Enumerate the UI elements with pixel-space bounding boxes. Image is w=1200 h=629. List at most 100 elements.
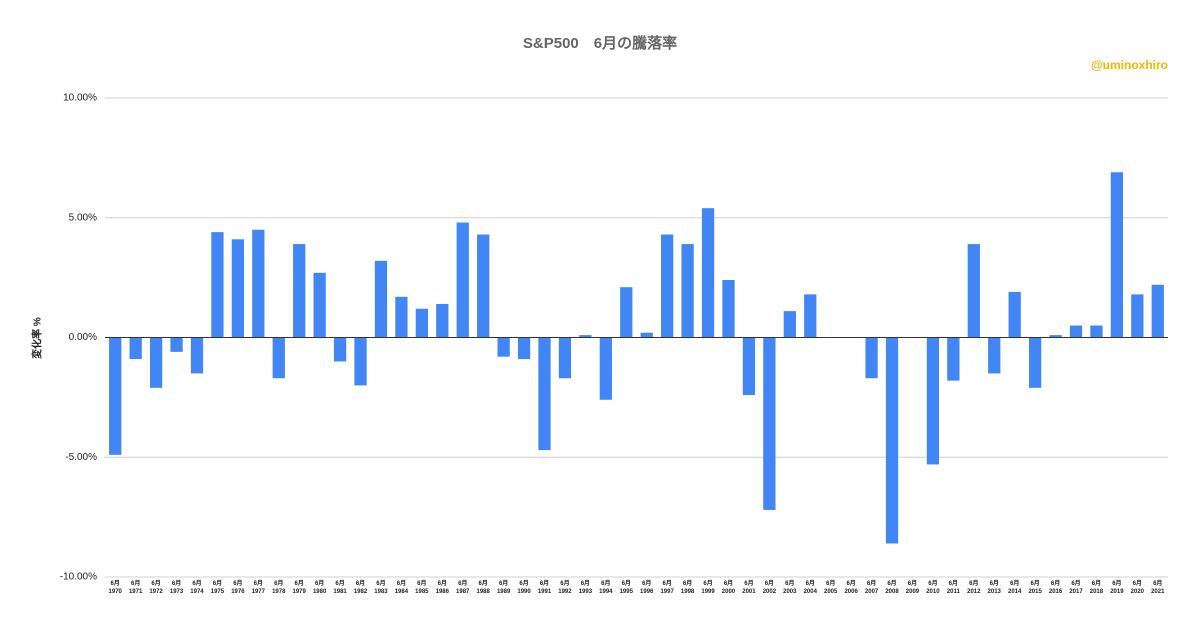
x-tick-label: 6月 1988: [476, 581, 490, 595]
x-tick-label: 6月 1989: [496, 581, 511, 595]
bar: [456, 222, 469, 338]
x-tick-label: 6月 2005: [824, 581, 838, 595]
bar: [517, 337, 531, 360]
x-tick-label: 6月 1987: [456, 581, 470, 595]
x-tick-label: 6月 1971: [128, 581, 143, 595]
bar: [640, 332, 653, 338]
bar: [333, 337, 347, 362]
bar: [497, 337, 510, 357]
x-tick-label: 6月 2016: [1048, 581, 1063, 595]
x-tick-label: 6月 1986: [435, 581, 449, 595]
x-tick-label: 6月 2020: [1130, 581, 1144, 595]
x-tick-label: 6月 2014: [1007, 581, 1022, 595]
x-tick-label: 6月 1990: [517, 581, 531, 595]
bar: [395, 296, 408, 338]
bar: [947, 337, 960, 381]
bar: [1028, 337, 1042, 388]
bar: [865, 337, 878, 379]
x-tick-label: 6月 2008: [885, 581, 899, 595]
x-tick-label: 6月 2015: [1028, 581, 1042, 595]
x-tick-label: 6月 2002: [762, 581, 777, 595]
bar: [967, 244, 980, 338]
x-tick-label: 6月 1997: [660, 581, 674, 595]
x-tick-label: 6月 1998: [680, 581, 695, 595]
bar: [538, 337, 551, 451]
bar: [579, 335, 592, 338]
x-tick-label: 6月 1979: [292, 581, 306, 595]
x-tick-label: 6月 2010: [926, 581, 940, 595]
x-tick-label: 6月 2018: [1089, 581, 1104, 595]
x-tick-label: 6月 2004: [803, 581, 817, 595]
x-tick-label: 6月 1985: [415, 581, 429, 595]
bar: [1008, 291, 1021, 338]
x-tick-label: 6月 1972: [149, 581, 163, 595]
x-tick-label: 6月 2013: [987, 581, 1001, 595]
bar: [1069, 325, 1083, 338]
chart-title: S&P500 6月の騰落率: [523, 34, 677, 52]
y-tick-label: 0.00%: [69, 332, 97, 343]
x-tick-label: 6月 1994: [599, 581, 613, 595]
x-tick-label: 6月 1981: [333, 581, 347, 595]
x-tick-label: 6月 1974: [190, 581, 204, 595]
y-tick-label: -10.00%: [60, 572, 97, 583]
x-tick-label: 6月 1999: [701, 581, 715, 595]
bar: [313, 272, 326, 338]
bar: [1131, 294, 1144, 338]
bar: [252, 229, 265, 338]
bar: [374, 260, 388, 338]
y-axis-title: 変化率 %: [31, 317, 44, 359]
x-tick-label: 6月 2017: [1069, 581, 1083, 595]
x-tick-label: 6月 1984: [394, 581, 409, 595]
bar: [436, 303, 449, 338]
x-tick-label: 6月 1975: [210, 581, 225, 595]
x-tick-label: 6月 1991: [537, 581, 552, 595]
bar: [231, 239, 245, 338]
bar: [885, 337, 899, 544]
bar: [1049, 335, 1062, 338]
x-tick-label: 6月 1976: [231, 581, 245, 595]
bar: [1090, 325, 1103, 338]
bar: [170, 337, 183, 352]
bar: [763, 337, 776, 510]
annotation: @uminoxhiro: [1091, 58, 1168, 72]
bar: [1110, 172, 1124, 338]
bar: [620, 287, 633, 338]
x-tick-label: 6月 2021: [1151, 581, 1165, 595]
x-tick-label: 6月 2019: [1110, 581, 1124, 595]
bar: [354, 337, 367, 386]
bar: [783, 311, 796, 338]
bar: [211, 232, 224, 338]
x-tick-label: 6月 1996: [640, 581, 654, 595]
y-tick-label: -5.00%: [65, 452, 97, 463]
bar: [742, 337, 756, 395]
bar: [681, 244, 694, 338]
x-tick-label: 6月 1982: [353, 581, 368, 595]
y-tick-label: 5.00%: [69, 212, 97, 223]
bar: [272, 337, 285, 379]
x-tick-label: 6月 1983: [374, 581, 388, 595]
bar: [661, 234, 674, 338]
bar: [149, 337, 163, 388]
bar: [477, 234, 490, 338]
x-tick-label: 6月 2001: [742, 581, 756, 595]
y-tick-label: 10.00%: [63, 93, 97, 104]
x-tick-label: 6月 1993: [578, 581, 593, 595]
x-tick-label: 6月 2007: [864, 581, 879, 595]
x-tick-label: 6月 2012: [967, 581, 981, 595]
x-tick-label: 6月 2009: [905, 581, 920, 595]
bar: [558, 337, 572, 379]
bar: [599, 337, 612, 400]
bar: [988, 337, 1001, 374]
x-tick-label: 6月 1970: [108, 581, 122, 595]
bar: [926, 337, 940, 465]
bar: [415, 308, 428, 338]
bar: [129, 337, 142, 360]
bar: [293, 244, 306, 338]
x-tick-label: 6月 2011: [946, 581, 960, 595]
x-tick-label: 6月 2000: [721, 581, 736, 595]
x-tick-label: 6月 1995: [619, 581, 633, 595]
x-tick-label: 6月 1977: [251, 581, 265, 595]
bar: [804, 294, 817, 338]
